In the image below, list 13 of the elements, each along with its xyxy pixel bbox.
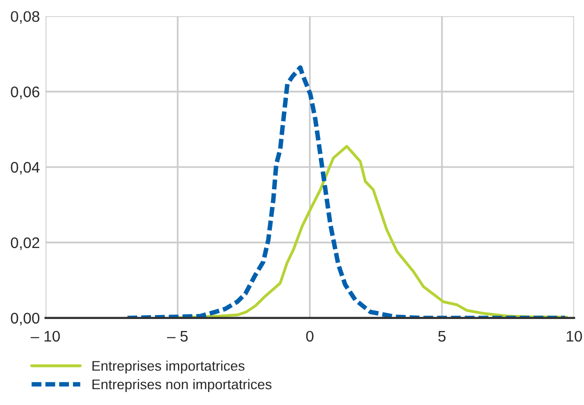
y-tick-label: 0,06 (10, 86, 40, 100)
legend-label: Entreprises non importatrices (92, 379, 272, 392)
x-tick-label: 5 (438, 330, 446, 342)
line-series (125, 65, 568, 318)
x-tick-label: 0 (306, 330, 314, 342)
x-tick-label: – 5 (167, 330, 188, 342)
x-tick-label: 10 (566, 330, 582, 342)
y-tick-label: 0,08 (10, 11, 40, 24)
y-tick-label: 0,02 (10, 237, 40, 250)
y-tick-label: 0,04 (10, 162, 40, 175)
legend-label: Entreprises importatrices (92, 360, 244, 374)
y-tick-label: 0,00 (10, 312, 40, 326)
x-tick-label: – 10 (30, 330, 60, 342)
